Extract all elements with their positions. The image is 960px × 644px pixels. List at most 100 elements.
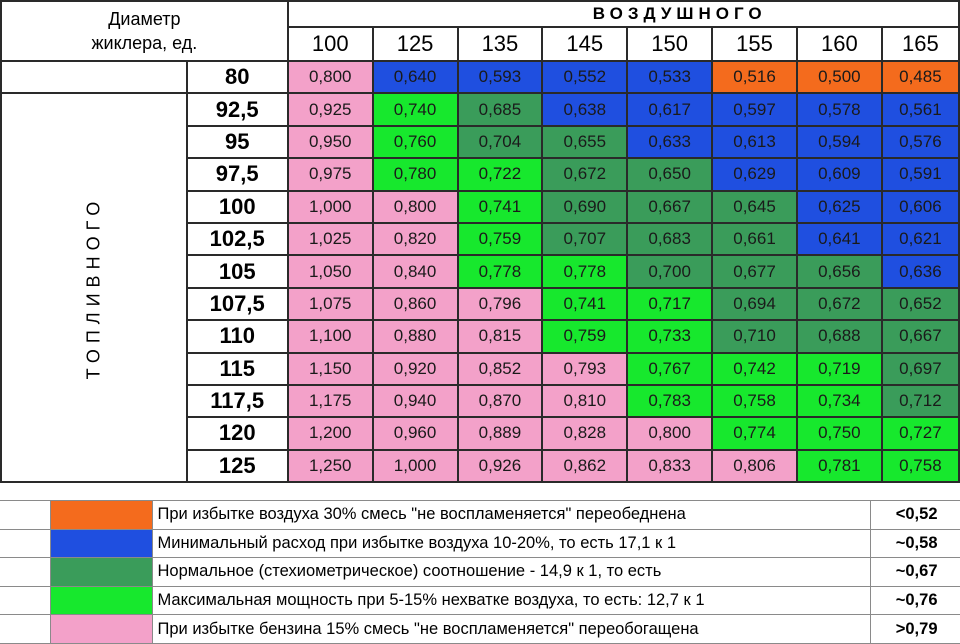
- fuel-jet-row-label: 95: [185, 124, 289, 160]
- ratio-cell: 0,800: [626, 416, 714, 451]
- ratio-cell: 0,655: [541, 124, 629, 160]
- ratio-cell: 0,800: [371, 189, 459, 224]
- ratio-cell: 0,820: [371, 221, 459, 257]
- air-title-row: Диаметр жиклера, ед. ВОЗДУШНОГО: [0, 0, 960, 62]
- ratio-cell: 0,672: [541, 157, 629, 192]
- ratio-cell: 1,250: [286, 448, 374, 484]
- ratio-cell: 0,870: [456, 383, 544, 419]
- legend-color-swatch: [49, 614, 153, 644]
- ratio-cell: 0,656: [795, 254, 883, 289]
- ratio-cell: 0,638: [541, 92, 629, 127]
- ratio-cell: 0,750: [795, 416, 883, 451]
- ratio-cell: 0,667: [880, 319, 960, 354]
- ratio-cell: 0,860: [371, 286, 459, 322]
- legend-row: При избытке бензина 15% смесь "не воспла…: [0, 614, 960, 644]
- legend-description: Минимальный расход при избытке воздуха 1…: [151, 528, 871, 559]
- ratio-cell: 0,640: [371, 59, 459, 95]
- table-row: 125 1,250 1,000 0,926 0,862 0,833 0,806 0,781 0,…: [1, 448, 960, 484]
- ratio-cell: 0,552: [541, 59, 629, 95]
- legend-threshold: >0,79: [869, 614, 960, 644]
- legend-spacer: [0, 528, 51, 559]
- ratio-cell: 0,719: [795, 351, 883, 386]
- fuel-jet-title-text: ТОПЛИВНОГО: [83, 195, 104, 380]
- ratio-cell: 0,613: [711, 124, 798, 160]
- ratio-cell: 0,609: [795, 157, 883, 192]
- table-row: 120 1,200 0,960 0,889 0,828 0,800 0,774 0,750 0,…: [1, 416, 960, 451]
- legend-description: При избытке воздуха 30% смесь "не воспла…: [151, 500, 871, 530]
- fuel-jet-row-label: 117,5: [185, 383, 289, 419]
- table-row: 110 1,100 0,880 0,815 0,759 0,733 0,710 0,688 0,…: [1, 319, 960, 354]
- ratio-cell: 0,710: [711, 319, 798, 354]
- ratio-cell: 0,815: [456, 319, 544, 354]
- ratio-cell: 1,025: [286, 221, 374, 257]
- ratio-cell: 0,889: [456, 416, 544, 451]
- ratio-cell: 0,810: [541, 383, 629, 419]
- legend-spacer: [0, 614, 51, 644]
- legend-threshold: ~0,76: [869, 585, 960, 616]
- ratio-cell: 0,833: [626, 448, 714, 484]
- ratio-cell: 0,742: [711, 351, 798, 386]
- legend-description: Нормальное (стехиометрическое) соотношен…: [151, 557, 871, 587]
- ratio-cell: 0,593: [456, 59, 544, 95]
- ratio-cell: 0,781: [795, 448, 883, 484]
- ratio-cell: 0,940: [371, 383, 459, 419]
- fuel-jet-row-label: 105: [185, 254, 289, 289]
- legend-row: Минимальный расход при избытке воздуха 1…: [0, 528, 960, 559]
- legend-row: Максимальная мощность при 5-15% нехватке…: [0, 585, 960, 616]
- legend-color-swatch: [49, 528, 153, 559]
- ratio-cell: 0,778: [541, 254, 629, 289]
- ratio-cell: 1,200: [286, 416, 374, 451]
- ratio-cell: 0,667: [626, 189, 714, 224]
- ratio-cell: 0,697: [880, 351, 960, 386]
- column-header-row: 100 125 135 145 150 155 160 165: [1, 26, 960, 62]
- ratio-cell: 0,617: [626, 92, 714, 127]
- air-jet-column-header: 150: [626, 26, 714, 62]
- legend-color-swatch: [49, 557, 153, 587]
- legend-description: При избытке бензина 15% смесь "не воспла…: [151, 614, 871, 644]
- ratio-cell: 0,796: [456, 286, 544, 322]
- legend-color-swatch: [49, 585, 153, 616]
- ratio-cell: 0,576: [880, 124, 960, 160]
- fuel-jet-row-label: 80: [185, 59, 289, 95]
- ratio-cell: 0,774: [711, 416, 798, 451]
- ratio-cell: 0,629: [711, 157, 798, 192]
- air-jet-title: ВОЗДУШНОГО: [286, 0, 960, 28]
- ratio-cell: 0,717: [626, 286, 714, 322]
- ratio-cell: 0,733: [626, 319, 714, 354]
- ratio-cell: 0,840: [371, 254, 459, 289]
- ratio-cell: 0,591: [880, 157, 960, 192]
- ratio-cell: 0,780: [371, 157, 459, 192]
- ratio-cell: 0,645: [711, 189, 798, 224]
- ratio-cell: 0,677: [711, 254, 798, 289]
- ratio-cell: 0,578: [795, 92, 883, 127]
- ratio-cell: 0,880: [371, 319, 459, 354]
- table-row: 115 1,150 0,920 0,852 0,793 0,767 0,742 0,719 0,…: [1, 351, 960, 386]
- ratio-cell: 0,760: [371, 124, 459, 160]
- ratio-cell: 0,759: [541, 319, 629, 354]
- table-row: ТОПЛИВНОГО 92,5 0,925 0,740 0,685 0,638 0,617 0…: [0, 92, 960, 484]
- air-jet-column-header: 165: [880, 26, 960, 62]
- ratio-cell: 0,793: [541, 351, 629, 386]
- ratio-cell: 0,783: [626, 383, 714, 419]
- ratio-cell: 0,707: [541, 221, 629, 257]
- ratio-cell: 0,516: [711, 59, 798, 95]
- fuel-jet-row-label: 97,5: [185, 157, 289, 192]
- legend-description: Максимальная мощность при 5-15% нехватке…: [151, 585, 871, 616]
- corner-line2: жиклера, ед.: [91, 33, 198, 53]
- legend-threshold: ~0,58: [869, 528, 960, 559]
- ratio-cell: 0,636: [880, 254, 960, 289]
- table-row: 102,5 1,025 0,820 0,759 0,707 0,683 0,661 0,641…: [1, 221, 960, 257]
- fuel-jet-row-label: 102,5: [185, 221, 289, 257]
- ratio-cell: 1,175: [286, 383, 374, 419]
- ratio-cell: 0,561: [880, 92, 960, 127]
- fuel-side-blank: [0, 59, 187, 95]
- ratio-cell: 0,661: [711, 221, 798, 257]
- fuel-jet-row-label: 100: [185, 189, 289, 224]
- ratio-cell: 0,758: [711, 383, 798, 419]
- ratio-cell: 0,683: [626, 221, 714, 257]
- ratio-cell: 0,767: [626, 351, 714, 386]
- table-row: 95 0,950 0,760 0,704 0,655 0,633 0,613 0,594 0,5…: [1, 124, 960, 160]
- legend-row: Нормальное (стехиометрическое) соотношен…: [0, 557, 960, 587]
- table-row: 107,5 1,075 0,860 0,796 0,741 0,717 0,694 0,672…: [1, 286, 960, 322]
